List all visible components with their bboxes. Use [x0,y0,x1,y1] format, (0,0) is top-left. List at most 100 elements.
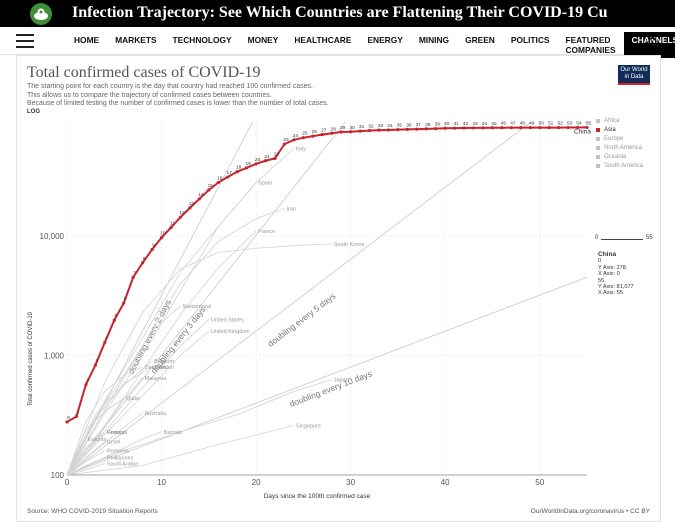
site-logo-icon[interactable] [30,3,52,25]
highlight-point[interactable] [424,127,428,131]
series-line[interactable] [66,377,143,476]
highlight-point[interactable] [509,126,513,130]
series-line[interactable] [66,425,295,476]
series-label[interactable]: Singapore [296,423,321,429]
highlight-point[interactable] [330,131,334,135]
highlight-point[interactable] [150,247,154,252]
highlight-point[interactable] [159,236,164,240]
highlight-point[interactable] [481,126,485,130]
series-label[interactable]: Japan [334,377,349,383]
highlight-point[interactable] [500,126,504,130]
highlight-point[interactable] [216,180,220,185]
highlight-point[interactable] [178,215,183,219]
series-label[interactable]: Israel [107,440,120,446]
series-line[interactable] [66,230,257,476]
series-line[interactable] [66,412,143,476]
series-line[interactable] [66,360,153,476]
highlight-point[interactable] [74,414,79,419]
owid-logo[interactable]: Our World in Data [618,65,650,85]
series-label[interactable]: Philippines [107,456,134,462]
highlight-point[interactable] [254,162,258,166]
highlight-point[interactable] [188,206,192,210]
nav-item-energy[interactable]: ENERGY [367,35,403,45]
series-label[interactable]: Spain [258,181,272,187]
highlight-point[interactable] [292,138,296,142]
series-label[interactable]: Portugal [107,430,128,436]
highlight-point[interactable] [226,175,230,179]
series-label[interactable]: Bahrain [164,430,183,436]
series-line[interactable] [66,431,106,476]
series-line[interactable] [66,148,295,476]
highlight-point[interactable] [311,134,315,138]
highlight-point[interactable] [235,170,239,174]
highlight-point[interactable] [93,363,97,367]
highlight-point[interactable] [320,133,324,137]
highlight-point[interactable] [386,128,391,132]
series-label[interactable]: Saudi Arabia [107,461,139,467]
series-line[interactable] [66,457,105,476]
highlight-point[interactable] [585,125,589,130]
highlight-point[interactable] [566,125,570,130]
nav-item-home[interactable]: HOME [74,35,100,45]
legend-item-asia[interactable]: Asia [596,127,643,133]
highlight-point[interactable] [519,126,523,130]
series-line[interactable] [66,379,332,476]
legend-item-oceania[interactable]: Oceania [596,154,643,160]
highlight-point[interactable] [443,126,447,130]
highlight-point[interactable] [349,130,353,134]
series-label[interactable]: Iran [286,206,295,212]
highlight-point[interactable] [263,159,268,163]
highlight-point[interactable] [273,156,277,160]
highlight-point[interactable] [301,136,305,140]
series-label[interactable]: United Kingdom [211,329,251,335]
series-line[interactable] [66,463,105,476]
series-label[interactable]: France [258,229,275,235]
highlight-point[interactable] [405,127,409,131]
series-label[interactable]: United States [211,318,244,324]
series-label[interactable]: Estonia [88,437,107,443]
highlight-point[interactable] [282,142,287,146]
highlight-point[interactable] [358,129,362,133]
nav-item-markets[interactable]: MARKETS [115,35,157,45]
highlight-point[interactable] [490,126,495,130]
slider-track[interactable] [601,239,643,240]
highlight-point[interactable] [415,127,419,131]
series-label[interactable]: Australia [145,411,167,417]
highlight-point[interactable] [131,275,135,279]
highlight-point[interactable] [538,126,542,130]
legend-item-africa[interactable]: Africa [596,118,643,124]
series-line[interactable] [66,319,210,476]
nav-item-politics[interactable]: POLITICS [510,35,550,45]
series-label[interactable]: Italy [296,147,306,153]
highlight-point[interactable] [122,301,126,305]
time-slider[interactable]: 0 55 [595,235,653,242]
series-label[interactable]: Switzerland [182,304,210,310]
series-label[interactable]: Sweden [154,365,174,371]
highlight-point[interactable] [245,166,249,170]
highlight-point[interactable] [471,126,476,130]
highlight-series-label[interactable]: China [574,128,591,135]
legend-item-europe[interactable]: Europe [596,136,643,142]
highlight-point[interactable] [396,128,400,132]
highlight-point[interactable] [84,382,88,387]
series-line[interactable] [66,397,124,476]
search-icon[interactable] [648,35,659,48]
highlight-point[interactable] [557,125,561,130]
series-line[interactable] [66,243,332,476]
series-line[interactable] [66,438,87,476]
nav-item-channels[interactable]: CHANNELS [623,32,675,58]
series-label[interactable]: Belgium [154,359,174,365]
highlight-point[interactable] [207,188,211,192]
series-line[interactable] [66,431,162,476]
highlight-point[interactable] [575,125,580,130]
legend-item-north-america[interactable]: North America [596,145,643,151]
source-note[interactable]: Source: WHO COVID-2019 Situation Reports [27,508,158,515]
highlight-point[interactable] [367,128,372,133]
highlight-point[interactable] [112,318,116,322]
highlight-point[interactable] [453,126,457,130]
highlight-point[interactable] [377,128,381,132]
highlight-point[interactable] [528,126,532,130]
series-label[interactable]: Qatar [126,396,140,402]
series-label[interactable]: South Korea [334,242,366,248]
